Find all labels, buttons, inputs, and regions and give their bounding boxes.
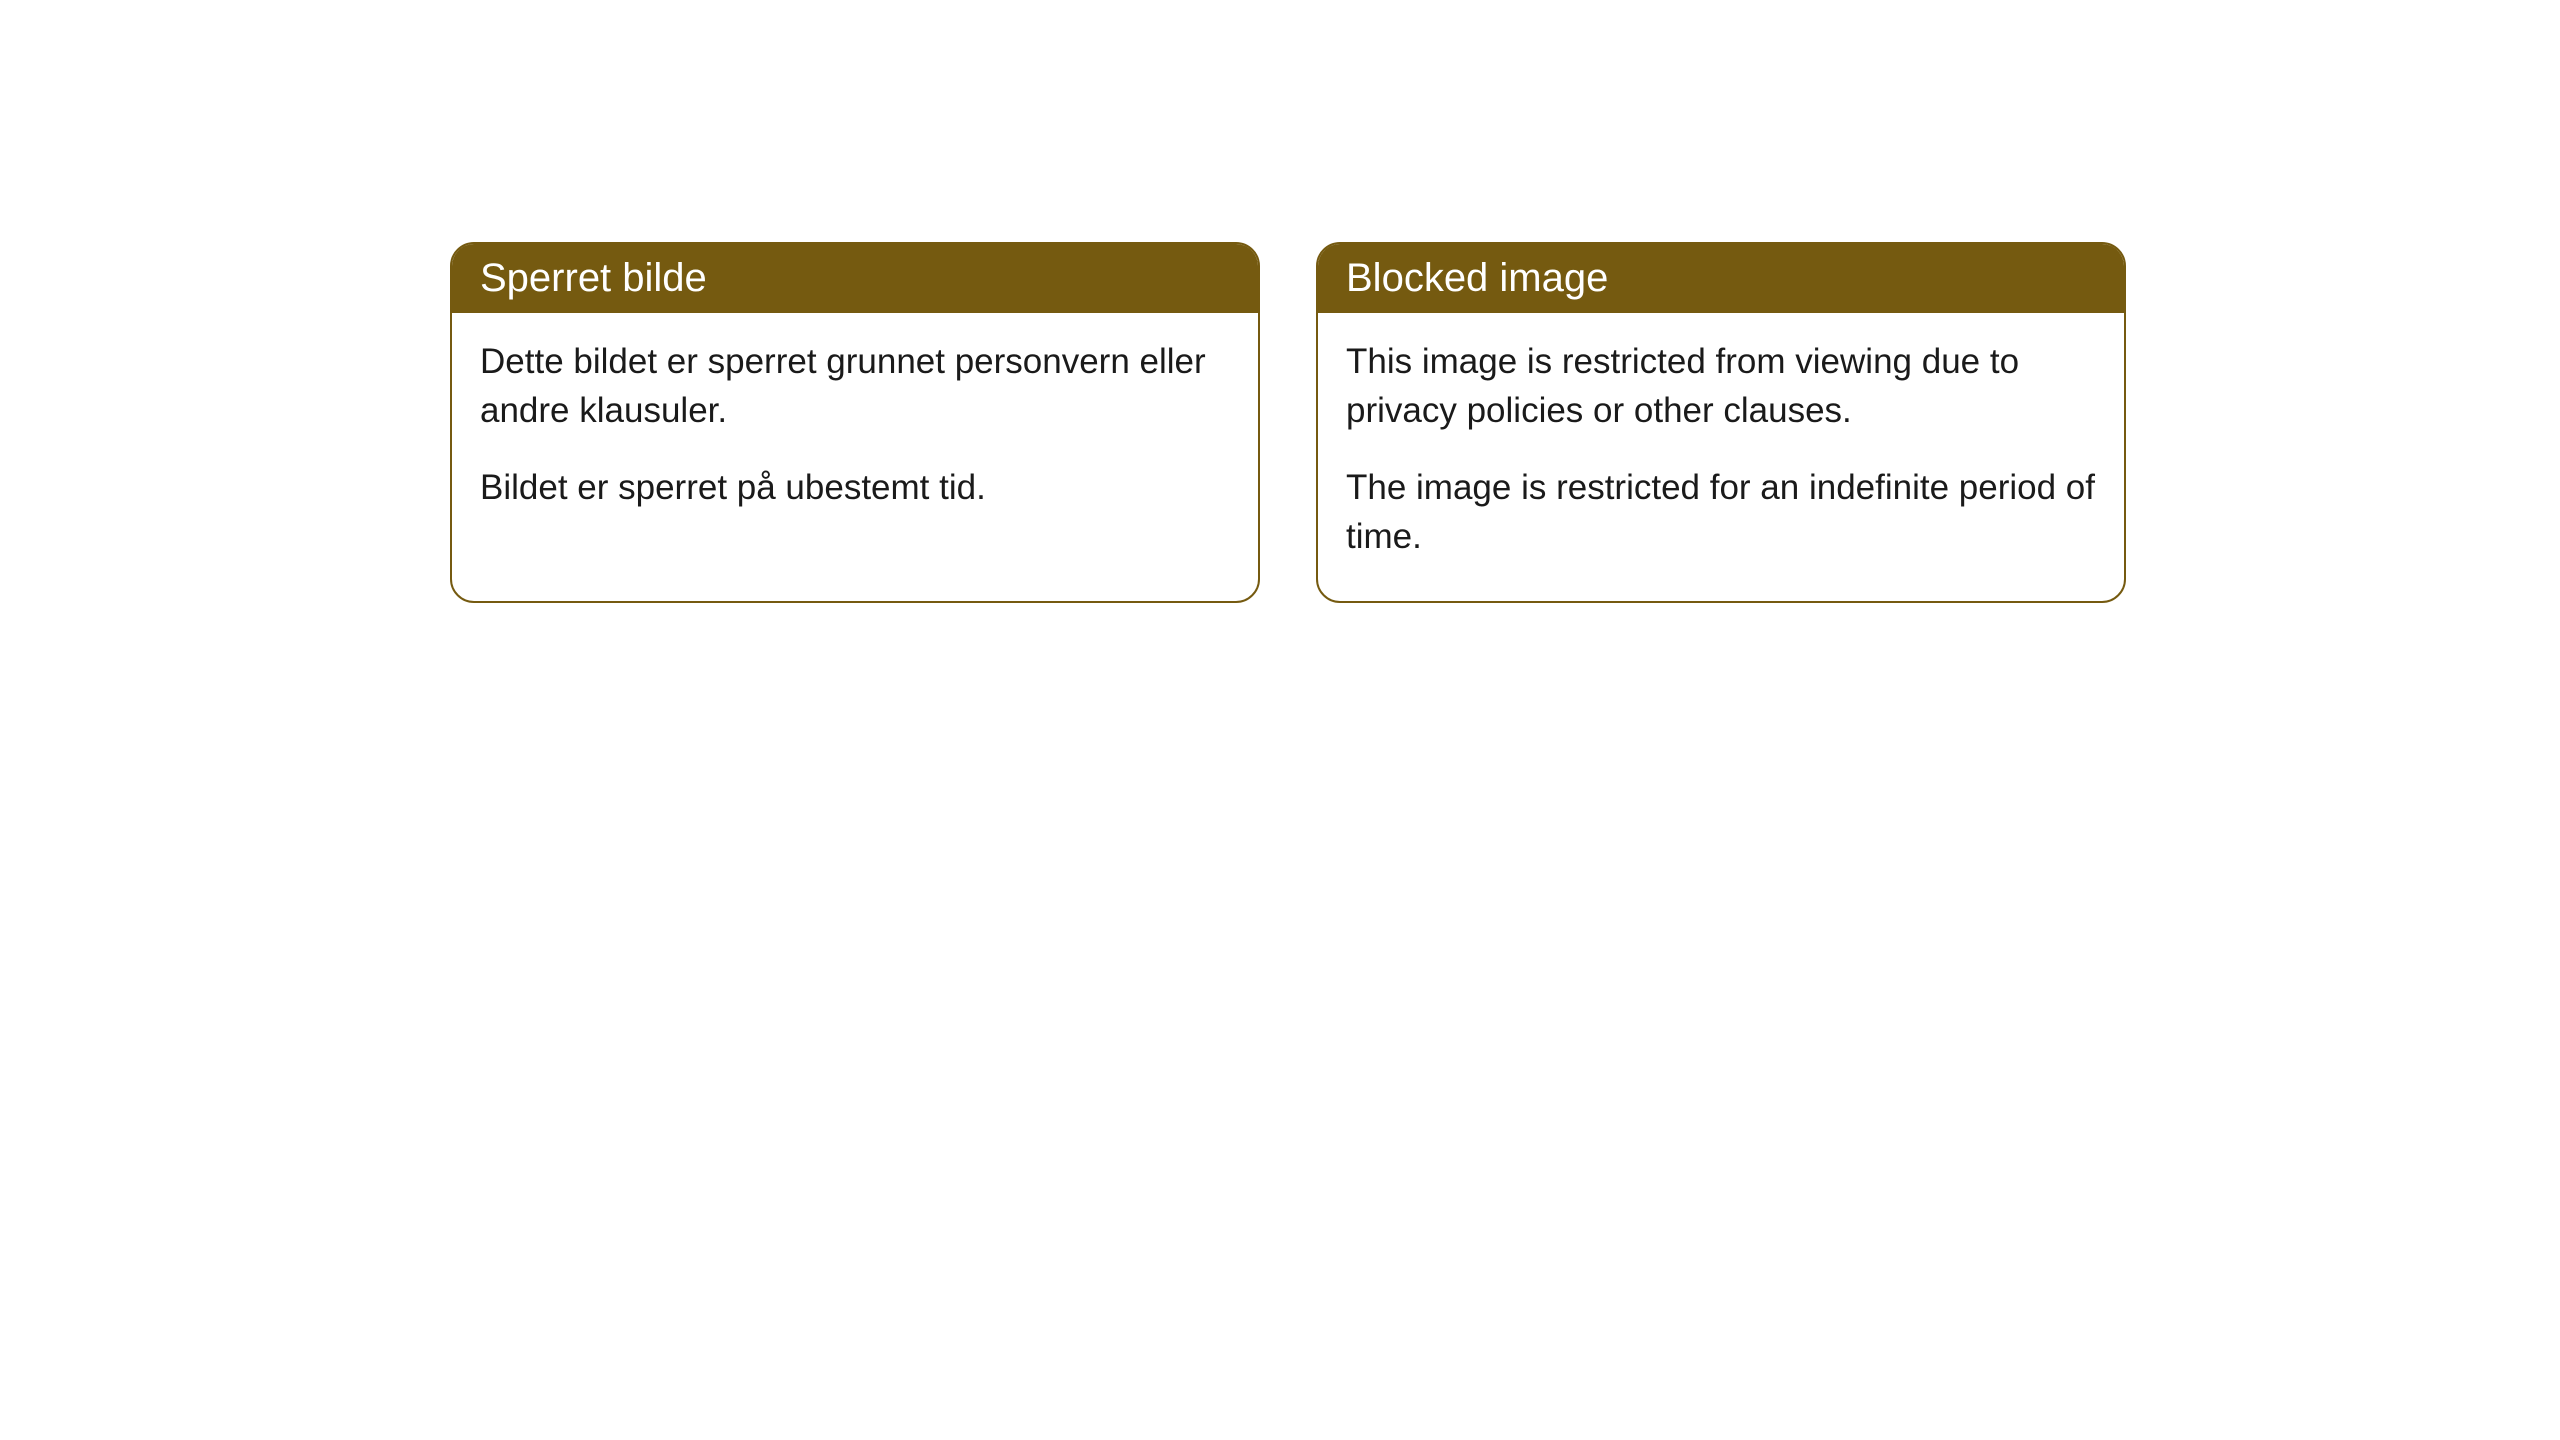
card-text-line2: The image is restricted for an indefinit… xyxy=(1346,463,2096,561)
card-body: Dette bildet er sperret grunnet personve… xyxy=(452,313,1258,552)
card-body: This image is restricted from viewing du… xyxy=(1318,313,2124,601)
card-title: Sperret bilde xyxy=(480,256,707,300)
card-title: Blocked image xyxy=(1346,256,1608,300)
card-text-line2: Bildet er sperret på ubestemt tid. xyxy=(480,463,1230,512)
notice-cards-container: Sperret bilde Dette bildet er sperret gr… xyxy=(450,242,2126,603)
card-text-line1: Dette bildet er sperret grunnet personve… xyxy=(480,337,1230,435)
notice-card-norwegian: Sperret bilde Dette bildet er sperret gr… xyxy=(450,242,1260,603)
card-text-line1: This image is restricted from viewing du… xyxy=(1346,337,2096,435)
notice-card-english: Blocked image This image is restricted f… xyxy=(1316,242,2126,603)
card-header: Blocked image xyxy=(1318,244,2124,313)
card-header: Sperret bilde xyxy=(452,244,1258,313)
